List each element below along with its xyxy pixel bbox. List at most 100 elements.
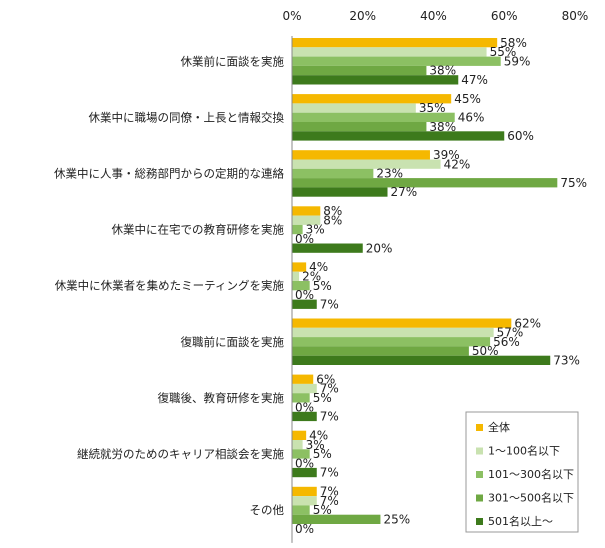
data-label: 57% xyxy=(497,326,524,340)
data-label: 7% xyxy=(320,297,339,311)
bar xyxy=(292,112,455,122)
bar xyxy=(292,467,317,478)
bar xyxy=(292,38,498,48)
bar xyxy=(292,411,317,422)
data-label: 3% xyxy=(306,223,325,237)
data-label: 23% xyxy=(376,167,403,181)
data-label: 50% xyxy=(472,344,499,358)
bar xyxy=(292,206,321,216)
bar xyxy=(292,215,321,225)
data-label: 0% xyxy=(295,288,314,302)
data-label: 45% xyxy=(454,92,481,106)
bar xyxy=(292,56,501,66)
bar xyxy=(292,496,317,506)
data-label: 5% xyxy=(313,503,332,517)
legend-label: 101～300名以下 xyxy=(488,467,574,481)
bar xyxy=(292,299,317,309)
bar xyxy=(292,122,427,132)
data-label: 0% xyxy=(295,456,314,470)
category-label: 休業中に休業者を集めたミーティングを実施 xyxy=(55,279,285,293)
bar xyxy=(292,168,374,179)
x-tick-label: 60% xyxy=(491,9,518,23)
value-labels: 58%55%59%38%47%45%35%46%38%60%39%42%23%7… xyxy=(295,36,587,536)
category-label: 休業中に在宅での教育研修を実施 xyxy=(112,223,285,237)
legend-swatch xyxy=(476,518,483,525)
data-label: 59% xyxy=(504,54,531,68)
bar xyxy=(292,337,491,347)
x-tick-label: 80% xyxy=(562,9,589,23)
bar xyxy=(292,440,303,450)
legend-swatch xyxy=(476,471,483,478)
data-label: 0% xyxy=(295,232,314,246)
bar xyxy=(292,131,505,141)
data-label: 62% xyxy=(514,316,541,330)
x-axis-ticks: 0% 20% 40% 60% 80% xyxy=(282,9,588,23)
data-label: 35% xyxy=(419,101,446,115)
data-label: 42% xyxy=(444,157,471,171)
data-label: 7% xyxy=(320,494,339,508)
legend-label: 1～100名以下 xyxy=(488,444,560,458)
bars xyxy=(292,38,558,524)
bar xyxy=(292,262,307,272)
category-labels: 休業前に面談を実施休業中に職場の同僚・上長と情報交換休業中に人事・総務部門からの… xyxy=(54,54,284,517)
bar xyxy=(292,281,310,291)
category-label: 休業中に職場の同僚・上長と情報交換 xyxy=(89,110,285,124)
data-label: 56% xyxy=(493,335,520,349)
data-label: 7% xyxy=(320,466,339,480)
data-label: 5% xyxy=(313,279,332,293)
category-label: 休業前に面談を実施 xyxy=(181,54,285,68)
bar xyxy=(292,94,452,104)
legend-swatch xyxy=(476,424,483,431)
data-label: 47% xyxy=(461,73,488,87)
legend-label: 501名以上～ xyxy=(488,514,553,528)
data-label: 3% xyxy=(306,438,325,452)
data-label: 4% xyxy=(309,260,328,274)
x-tick-label: 20% xyxy=(349,9,376,23)
bar xyxy=(292,374,314,384)
bar xyxy=(292,224,303,235)
legend-box xyxy=(465,411,579,533)
bar xyxy=(292,449,310,459)
category-label: 継続就労のためのキャリア相談会を実施 xyxy=(77,447,284,461)
bar xyxy=(292,103,416,113)
data-label: 6% xyxy=(316,372,335,386)
data-label: 39% xyxy=(433,148,460,162)
data-label: 0% xyxy=(295,522,314,536)
data-label: 60% xyxy=(507,129,534,143)
legend-swatch xyxy=(476,447,483,455)
bar xyxy=(292,150,430,160)
bar xyxy=(292,65,427,76)
bar xyxy=(292,505,310,515)
data-label: 0% xyxy=(295,400,314,414)
data-label: 4% xyxy=(309,429,328,443)
data-label: 58% xyxy=(500,36,527,50)
data-label: 73% xyxy=(553,354,580,368)
data-label: 5% xyxy=(313,391,332,405)
bar xyxy=(292,486,317,497)
data-label: 75% xyxy=(560,176,587,190)
bar xyxy=(292,159,441,169)
bar xyxy=(292,393,310,403)
bar xyxy=(292,271,300,281)
data-label: 27% xyxy=(391,185,418,199)
data-label: 38% xyxy=(429,64,456,78)
data-label: 5% xyxy=(313,447,332,461)
x-tick-label: 40% xyxy=(420,9,447,23)
bar xyxy=(292,187,388,197)
data-label: 7% xyxy=(320,410,339,424)
data-label: 46% xyxy=(458,111,485,125)
x-tick-label: 0% xyxy=(282,9,301,23)
data-label: 7% xyxy=(320,485,339,499)
bar xyxy=(292,47,487,57)
legend-label: 全体 xyxy=(488,420,510,434)
category-label: 復職後、教育研修を実施 xyxy=(158,391,285,405)
category-label: 休業中に人事・総務部門からの定期的な連絡 xyxy=(54,166,284,180)
category-label: その他 xyxy=(250,503,285,517)
data-label: 8% xyxy=(323,213,342,227)
legend-label: 301～500名以下 xyxy=(488,491,574,505)
data-label: 7% xyxy=(320,382,339,396)
data-label: 55% xyxy=(490,45,517,59)
category-label: 復職前に面談を実施 xyxy=(181,335,285,349)
data-label: 20% xyxy=(366,241,393,255)
